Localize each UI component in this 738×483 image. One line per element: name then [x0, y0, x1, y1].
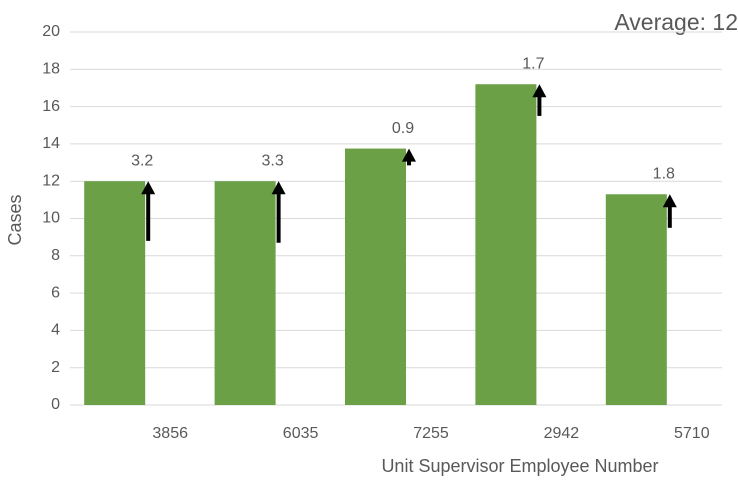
change-arrow: [141, 181, 156, 241]
data-label: 3.3: [261, 152, 283, 169]
bar: [605, 194, 667, 405]
y-tick-label: 16: [42, 98, 60, 115]
change-arrow: [271, 181, 286, 243]
data-label: 3.2: [131, 152, 153, 169]
y-tick-label: 18: [42, 61, 60, 78]
y-tick-label: 2: [51, 359, 60, 376]
data-label: 1.8: [653, 165, 675, 182]
bar: [214, 181, 276, 405]
bar: [345, 148, 406, 405]
x-tick-label: 6035: [283, 425, 319, 442]
data-label: 0.9: [392, 120, 414, 137]
arrow-head: [271, 181, 286, 195]
y-tick-label: 6: [51, 284, 60, 301]
y-tick-label: 10: [42, 210, 60, 227]
change-arrow: [532, 84, 547, 116]
y-tick-label: 14: [42, 135, 60, 152]
y-axis-title: Cases: [5, 194, 25, 245]
y-tick-label: 0: [51, 396, 60, 413]
arrow-head: [402, 148, 416, 162]
y-tick-label: 4: [51, 322, 60, 339]
y-tick-label: 8: [51, 247, 60, 264]
x-tick-label: 5710: [674, 425, 710, 442]
change-arrow: [402, 148, 416, 166]
average-annotation: Average: 12: [614, 9, 738, 35]
bar: [84, 181, 146, 405]
arrow-head: [141, 181, 156, 195]
x-tick-label: 2942: [544, 425, 580, 442]
arrow-head: [662, 194, 677, 208]
bar: [475, 84, 537, 405]
data-label: 1.7: [522, 55, 544, 72]
y-tick-label: 12: [42, 172, 60, 189]
change-arrow: [662, 194, 677, 228]
x-tick-label: 7255: [413, 425, 449, 442]
y-tick-label: 20: [42, 23, 60, 40]
arrow-head: [532, 84, 547, 98]
x-tick-label: 3856: [152, 425, 188, 442]
x-axis-title: Unit Supervisor Employee Number: [381, 456, 658, 476]
